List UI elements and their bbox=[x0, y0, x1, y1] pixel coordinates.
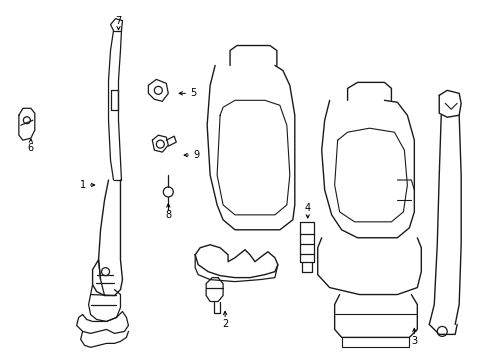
Text: 2: 2 bbox=[222, 319, 228, 329]
Text: 1: 1 bbox=[80, 180, 85, 190]
Text: 4: 4 bbox=[304, 203, 310, 213]
Text: 8: 8 bbox=[165, 210, 171, 220]
Text: 6: 6 bbox=[28, 143, 34, 153]
Text: 7: 7 bbox=[115, 15, 122, 26]
Text: 3: 3 bbox=[410, 336, 417, 346]
Text: 5: 5 bbox=[190, 88, 196, 98]
Text: 9: 9 bbox=[193, 150, 199, 160]
